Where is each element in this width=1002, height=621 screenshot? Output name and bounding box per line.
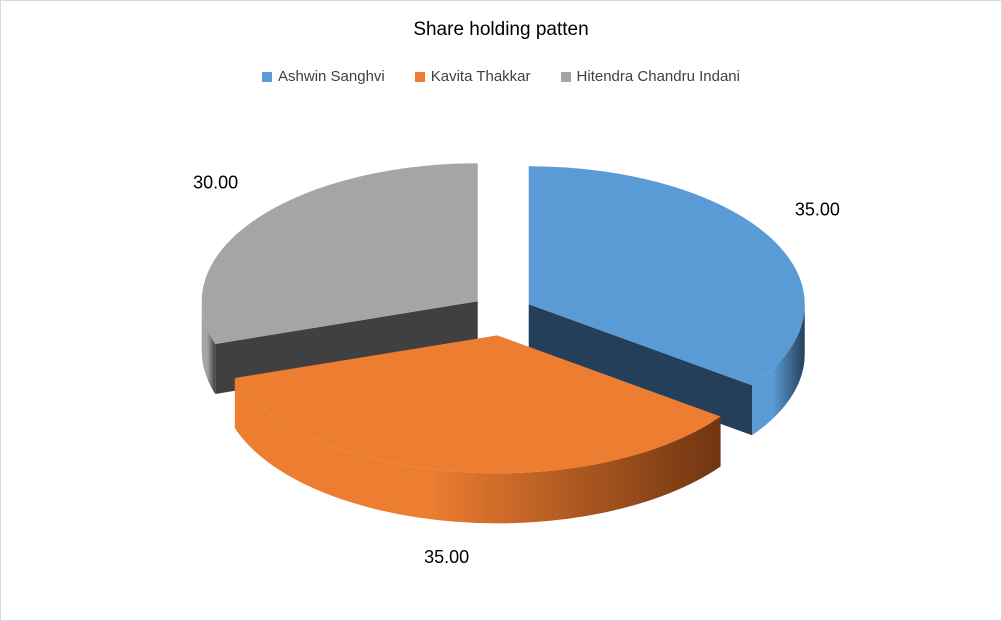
pie-slice-kavita-thakkar [234, 335, 721, 524]
pie-slice-wall-ashwin-sanghvi [752, 304, 805, 436]
legend-swatch-hitendra-chandru-indani [560, 71, 571, 82]
legend-item-hitendra-chandru-indani: Hitendra Chandru Indani [560, 68, 740, 85]
pie-slice-wall-kavita-thakkar [234, 377, 721, 524]
legend-label-hitendra-chandru-indani: Hitendra Chandru Indani [576, 68, 740, 85]
data-label-ashwin-sanghvi: 35.00 [795, 199, 840, 219]
legend-label-kavita-thakkar: Kavita Thakkar [430, 68, 531, 85]
pie-slice-top-hitendra-chandru-indani [201, 163, 478, 344]
pie-slice-ashwin-sanghvi [528, 166, 805, 436]
pie-slice-side-ashwin-sanghvi [528, 304, 753, 436]
data-label-hitendra-chandru-indani: 30.00 [193, 173, 238, 193]
chart-title: Share holding patten [413, 19, 589, 40]
legend-item-kavita-thakkar: Kavita Thakkar [414, 68, 531, 85]
pie-slice-top-ashwin-sanghvi [528, 166, 805, 386]
legend: Ashwin Sanghvi Kavita Thakkar Hitendra C… [1, 68, 1001, 85]
pie-slice-wall-hitendra-chandru-indani [201, 301, 216, 394]
legend-item-ashwin-sanghvi: Ashwin Sanghvi [262, 68, 385, 85]
pie-slice-top-kavita-thakkar [234, 335, 721, 474]
legend-swatch-kavita-thakkar [414, 71, 425, 82]
data-label-kavita-thakkar: 35.00 [424, 547, 469, 567]
legend-swatch-ashwin-sanghvi [262, 71, 273, 82]
legend-label-ashwin-sanghvi: Ashwin Sanghvi [278, 68, 385, 85]
